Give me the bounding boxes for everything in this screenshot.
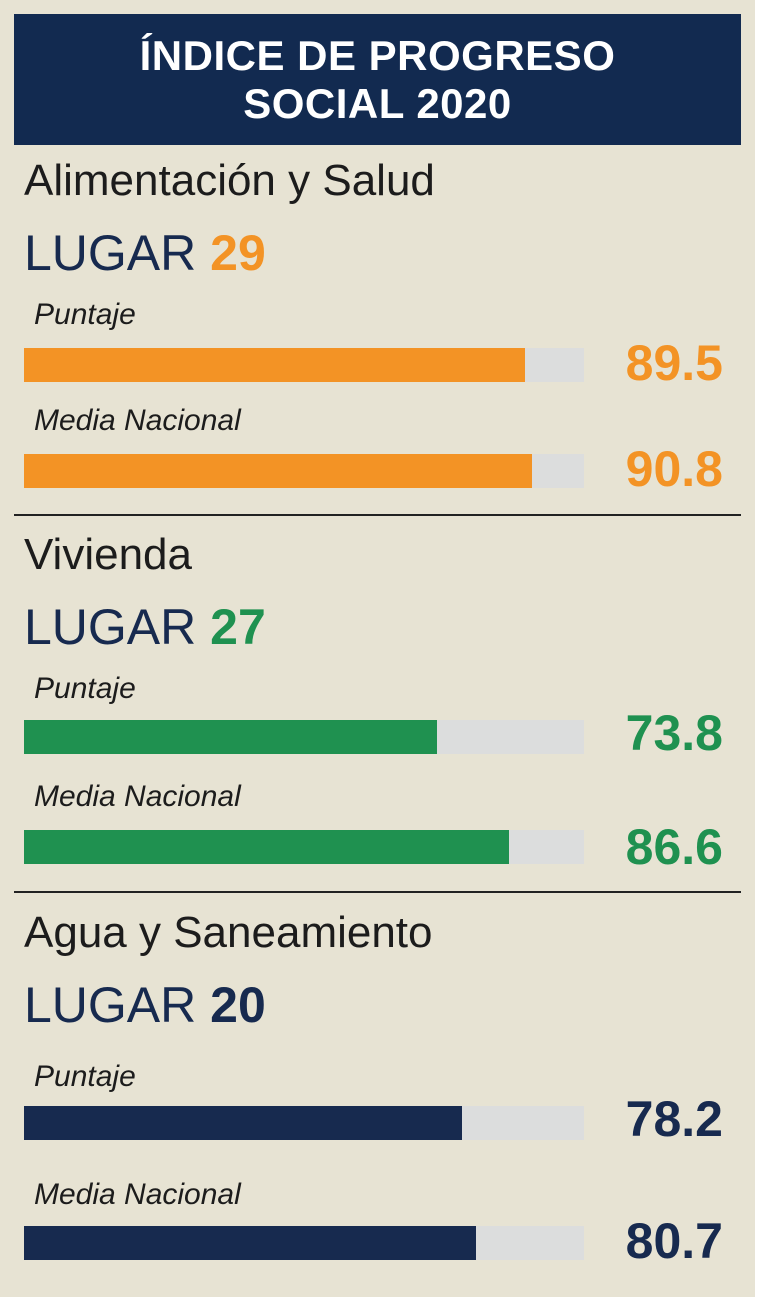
bar-label: Media Nacional [34,404,241,437]
bar-fill [24,830,509,864]
bar-label: Media Nacional [34,1178,241,1211]
bar-track [24,830,584,864]
section-title: Agua y Saneamiento [24,908,433,957]
bar-fill [24,1106,462,1140]
header-banner: ÍNDICE DE PROGRESO SOCIAL 2020 [14,14,741,145]
section-title: Vivienda [24,530,192,579]
rank-line: LUGAR 27 [24,598,266,656]
bar-value: 86.6 [625,819,723,875]
rank-label: LUGAR [24,225,197,281]
bar-value: 90.8 [625,441,723,497]
bar-fill [24,720,438,754]
header-title-line2: SOCIAL 2020 [243,79,512,127]
bar-value: 89.5 [625,335,723,391]
bar-label: Media Nacional [34,780,241,813]
rank-number: 20 [210,977,266,1033]
bar-value: 73.8 [625,705,723,761]
bar-label: Puntaje [34,672,136,705]
rank-label: LUGAR [24,977,197,1033]
rank-number: 27 [210,599,266,655]
bar-fill [24,454,533,488]
section-divider [14,891,741,893]
bar-track [24,1226,584,1260]
rank-line: LUGAR 29 [24,224,266,282]
bar-label: Puntaje [34,1060,136,1093]
bar-track [24,348,584,382]
bar-fill [24,348,526,382]
bar-value: 80.7 [625,1213,723,1269]
bar-track [24,454,584,488]
bar-fill [24,1226,476,1260]
rank-line: LUGAR 20 [24,976,266,1034]
bar-label: Puntaje [34,298,136,331]
bar-track [24,1106,584,1140]
bar-track [24,720,584,754]
rank-number: 29 [210,225,266,281]
rank-label: LUGAR [24,599,197,655]
bar-value: 78.2 [625,1091,723,1147]
section-title: Alimentación y Salud [24,156,435,205]
section-divider [14,514,741,516]
header-title-line1: ÍNDICE DE PROGRESO [139,31,616,79]
